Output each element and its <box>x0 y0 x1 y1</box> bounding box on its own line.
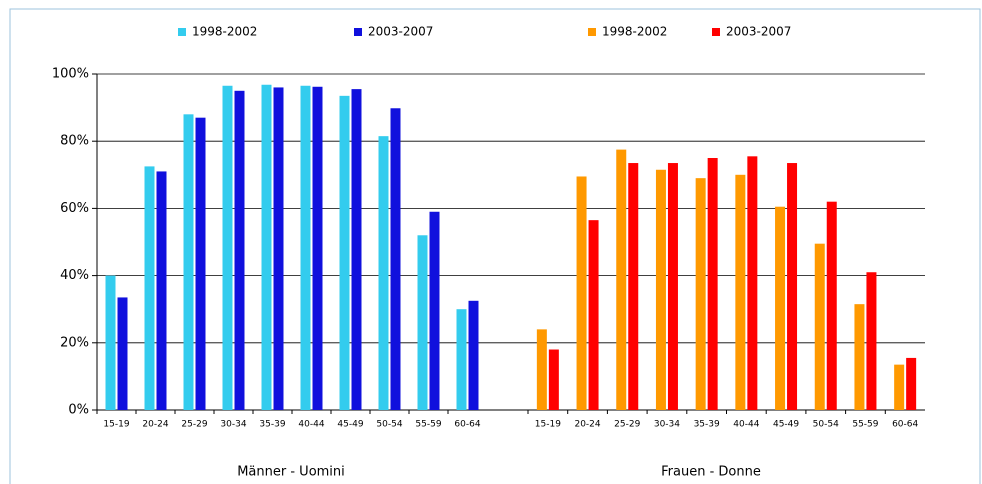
x-axis-title: Frauen - Donne <box>661 465 761 480</box>
bar <box>695 178 706 410</box>
x-tick-label: 55-59 <box>415 420 441 430</box>
bar <box>117 297 128 410</box>
legend-marker <box>588 28 596 36</box>
x-tick-label: 45-49 <box>773 420 799 430</box>
y-tick-label: 80% <box>60 134 89 149</box>
bar <box>548 349 559 410</box>
bar <box>195 117 206 411</box>
legend-marker <box>712 28 720 36</box>
bar <box>588 220 599 410</box>
x-tick-label: 25-29 <box>614 420 640 430</box>
bar <box>536 329 547 410</box>
bar <box>775 206 786 410</box>
bar <box>655 169 666 410</box>
x-axis-title: Männer - Uomini <box>237 465 345 480</box>
bar <box>222 85 233 410</box>
bar <box>156 171 167 410</box>
bar <box>894 364 905 410</box>
legend-label: 2003-2007 <box>726 25 791 39</box>
bar <box>456 309 467 410</box>
bar <box>273 87 284 410</box>
bar <box>417 235 428 410</box>
frame <box>9 8 981 484</box>
x-tick-label: 15-19 <box>103 420 129 430</box>
y-tick-label: 100% <box>52 67 89 82</box>
legend-marker <box>178 28 186 36</box>
bar <box>787 163 798 410</box>
x-tick-label: 50-54 <box>376 420 402 430</box>
bar <box>906 357 917 410</box>
bar <box>707 158 718 410</box>
x-tick-label: 40-44 <box>733 420 759 430</box>
x-tick-label: 20-24 <box>142 420 168 430</box>
bar <box>261 84 272 410</box>
bar <box>747 156 758 410</box>
bar <box>105 275 116 410</box>
legend-marker <box>354 28 362 36</box>
bar <box>378 136 389 410</box>
x-tick-label: 35-39 <box>259 420 285 430</box>
bar <box>826 201 837 410</box>
bar <box>628 163 639 410</box>
bar <box>866 272 877 410</box>
x-tick-label: 45-49 <box>337 420 363 430</box>
x-tick-label: 35-39 <box>694 420 720 430</box>
bar <box>339 95 350 410</box>
x-tick-label: 55-59 <box>852 420 878 430</box>
x-tick-label: 30-34 <box>654 420 680 430</box>
x-tick-label: 60-64 <box>892 420 918 430</box>
bar <box>390 108 401 410</box>
legend-label: 2003-2007 <box>368 25 433 39</box>
x-tick-label: 15-19 <box>535 420 561 430</box>
bar <box>300 85 311 410</box>
x-tick-label: 30-34 <box>220 420 246 430</box>
bar <box>814 243 825 410</box>
bar <box>183 114 194 410</box>
y-tick-label: 60% <box>60 201 89 216</box>
bar <box>429 211 440 410</box>
y-tick-label: 0% <box>68 403 89 418</box>
x-tick-label: 25-29 <box>181 420 207 430</box>
legend-label: 1998-2002 <box>192 25 257 39</box>
bar <box>351 89 362 411</box>
x-tick-label: 60-64 <box>454 420 480 430</box>
y-tick-label: 40% <box>60 268 89 283</box>
bar <box>576 176 587 410</box>
bar <box>735 174 746 410</box>
bar <box>144 166 155 410</box>
x-tick-label: 40-44 <box>298 420 324 430</box>
x-tick-label: 50-54 <box>813 420 839 430</box>
y-tick-label: 20% <box>60 335 89 350</box>
bar <box>468 300 479 410</box>
bar <box>854 304 865 410</box>
bar <box>667 163 678 410</box>
bar <box>616 149 627 410</box>
bar <box>234 90 245 411</box>
bar <box>312 86 323 410</box>
x-tick-label: 20-24 <box>574 420 600 430</box>
legend-label: 1998-2002 <box>602 25 667 39</box>
